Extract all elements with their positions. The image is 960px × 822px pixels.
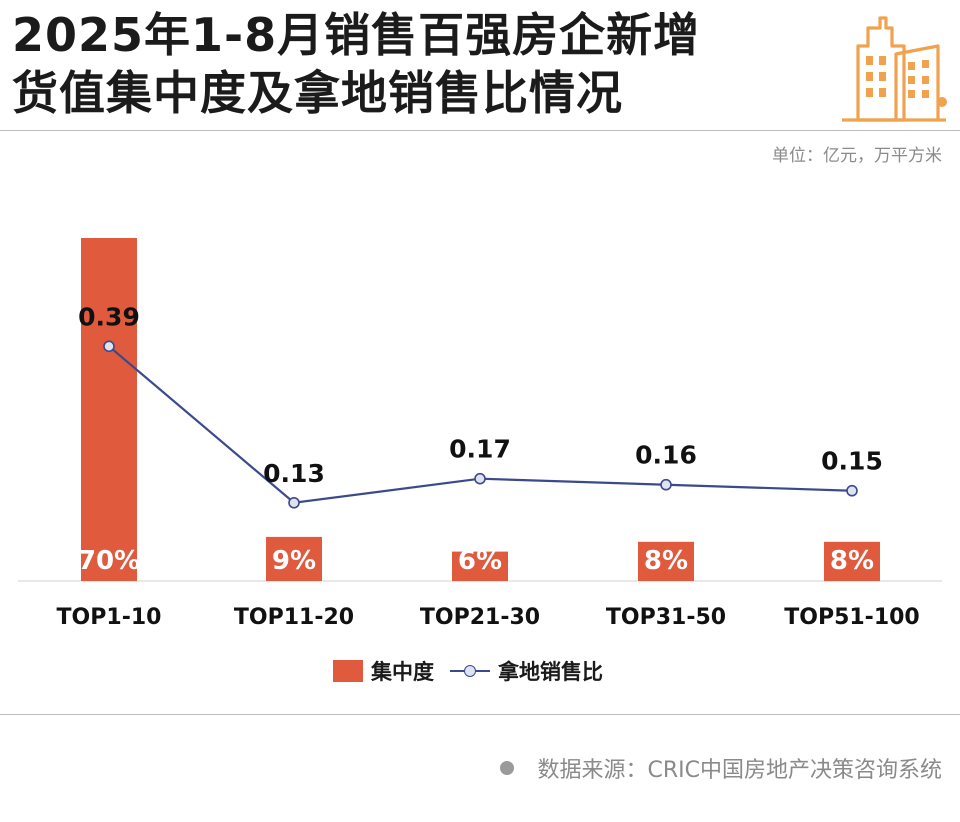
bar-value-label: 70% — [78, 546, 140, 576]
bar-top51-100 — [824, 541, 880, 581]
chart-legend: 集中度 拿地销售比 — [333, 656, 603, 686]
x-tick-label: TOP1-10 — [57, 605, 162, 630]
bar-top21-30 — [452, 551, 508, 581]
line-value-label: 0.39 — [78, 302, 140, 331]
title-line-2: 货值集中度及拿地销售比情况 — [12, 66, 623, 120]
line-point-top31-50 — [660, 478, 672, 491]
legend-bar-swatch — [333, 660, 363, 682]
line-value-label: 0.17 — [449, 435, 511, 464]
line-point-top21-30 — [474, 472, 486, 485]
bar-top31-50 — [638, 541, 694, 581]
x-tick-label: TOP21-30 — [420, 605, 540, 630]
line-point-top51-100 — [846, 484, 858, 497]
line-value-label: 0.13 — [263, 459, 325, 488]
source-text: 数据来源：CRIC中国房地产决策咨询系统 — [537, 758, 943, 783]
bar-value-label: 8% — [644, 546, 688, 576]
x-tick-label: TOP11-20 — [234, 605, 354, 630]
city-buildings-icon — [842, 16, 947, 122]
page-title: 2025年1-8月销售百强房企新增 货值集中度及拿地销售比情况 — [12, 6, 812, 122]
bar-top11-20 — [266, 536, 322, 581]
x-tick-label: TOP31-50 — [606, 605, 726, 630]
x-tick-label: TOP51-100 — [784, 605, 920, 630]
bullet-dot-icon — [499, 761, 514, 775]
line-point-top11-20 — [288, 496, 300, 509]
line-value-label: 0.15 — [821, 447, 883, 476]
bar-value-label: 6% — [458, 546, 502, 576]
legend-line-swatch — [448, 656, 492, 686]
concentration-chart: 70% 9% 6% 8% 8% 0.39 0.13 0.17 0.16 0.15 TOP1-10 TO… — [18, 238, 942, 630]
legend-line-label: 拿地销售比 — [498, 660, 603, 684]
title-line-1: 2025年1-8月销售百强房企新增 — [12, 8, 701, 62]
bar-value-label: 9% — [272, 546, 316, 576]
footer-divider — [0, 714, 960, 715]
legend-bar-label: 集中度 — [371, 660, 434, 684]
line-point-top1-10 — [103, 340, 115, 353]
source-note: 数据来源：CRIC中国房地产决策咨询系统 — [499, 752, 943, 784]
header-divider — [0, 130, 960, 131]
line-value-label: 0.16 — [635, 441, 697, 470]
bar-value-label: 8% — [830, 546, 874, 576]
unit-label: 单位：亿元，万平方米 — [772, 146, 942, 166]
bar-top1-10 — [81, 238, 137, 581]
